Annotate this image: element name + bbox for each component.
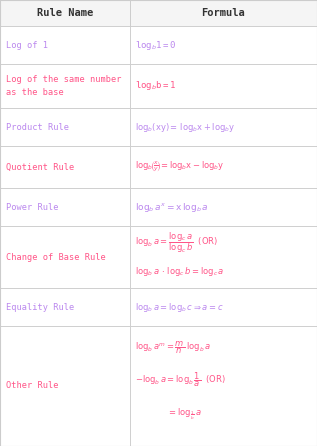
Bar bbox=[130, 226, 317, 288]
Text: Log of 1: Log of 1 bbox=[6, 41, 48, 50]
Text: $\mathrm{log}_b\,a^x\mathrm{ = x}\,\mathrm{log}_b\,a$: $\mathrm{log}_b\,a^x\mathrm{ = x}\,\math… bbox=[135, 201, 209, 214]
Text: Log of the same number
as the base: Log of the same number as the base bbox=[6, 75, 121, 97]
Text: $\mathregular{log}_b\mathregular{b = 1}$: $\mathregular{log}_b\mathregular{b = 1}$ bbox=[135, 79, 177, 92]
Bar bbox=[0, 64, 130, 108]
Bar bbox=[0, 326, 130, 446]
Text: Quotient Rule: Quotient Rule bbox=[6, 162, 74, 172]
Text: Formula: Formula bbox=[202, 8, 245, 18]
Text: $= \mathrm{log}_{\frac{1}{b}}\,a$: $= \mathrm{log}_{\frac{1}{b}}\,a$ bbox=[167, 406, 202, 421]
Text: $-\mathrm{log}_b\,a = \mathrm{log}_b\,\dfrac{1}{a}$  (OR): $-\mathrm{log}_b\,a = \mathrm{log}_b\,\d… bbox=[135, 371, 226, 389]
Text: Other Rule: Other Rule bbox=[6, 381, 59, 391]
Bar bbox=[0, 288, 130, 326]
Text: Product Rule: Product Rule bbox=[6, 123, 69, 132]
Text: $\mathrm{log}_b\,a = \mathrm{log}_b\,c \Rightarrow a = c$: $\mathrm{log}_b\,a = \mathrm{log}_b\,c \… bbox=[135, 301, 223, 314]
Bar bbox=[130, 64, 317, 108]
Bar bbox=[130, 108, 317, 146]
Bar bbox=[130, 288, 317, 326]
Text: $\mathrm{log}_b\,a^m = \dfrac{m}{n}\;\mathrm{log}_b\,a$: $\mathrm{log}_b\,a^m = \dfrac{m}{n}\;\ma… bbox=[135, 340, 211, 356]
Bar bbox=[130, 188, 317, 226]
Bar bbox=[130, 146, 317, 188]
Bar bbox=[0, 226, 130, 288]
Bar bbox=[0, 146, 130, 188]
Bar bbox=[0, 108, 130, 146]
Bar bbox=[0, 0, 317, 26]
Bar bbox=[0, 26, 130, 64]
Text: $\mathrm{log}_b\!\left(\!\frac{x}{y}\!\right)\!\mathrm{= log}_b\mathrm{x - log}_: $\mathrm{log}_b\!\left(\!\frac{x}{y}\!\r… bbox=[135, 160, 225, 174]
Text: $\mathrm{log}_b\,a\,\cdot\,\mathrm{log}_c\,b = \mathrm{log}_c\,a$: $\mathrm{log}_b\,a\,\cdot\,\mathrm{log}_… bbox=[135, 264, 224, 277]
Text: Power Rule: Power Rule bbox=[6, 202, 59, 211]
Text: $\mathregular{log}_b\mathregular{1 = 0}$: $\mathregular{log}_b\mathregular{1 = 0}$ bbox=[135, 38, 177, 51]
Bar bbox=[130, 326, 317, 446]
Bar bbox=[0, 188, 130, 226]
Text: $\mathrm{log}_b\,a = \dfrac{\mathrm{log}_c\,a}{\mathrm{log}_c\,b}$  (OR): $\mathrm{log}_b\,a = \dfrac{\mathrm{log}… bbox=[135, 231, 218, 255]
Text: Equality Rule: Equality Rule bbox=[6, 302, 74, 311]
Bar bbox=[130, 26, 317, 64]
Text: Change of Base Rule: Change of Base Rule bbox=[6, 252, 106, 261]
Text: $\mathrm{log}_b\mathrm{(xy) = }\,\mathrm{log}_b\mathrm{x + log}_b\mathrm{y}$: $\mathrm{log}_b\mathrm{(xy) = }\,\mathrm… bbox=[135, 120, 236, 133]
Text: Rule Name: Rule Name bbox=[37, 8, 93, 18]
